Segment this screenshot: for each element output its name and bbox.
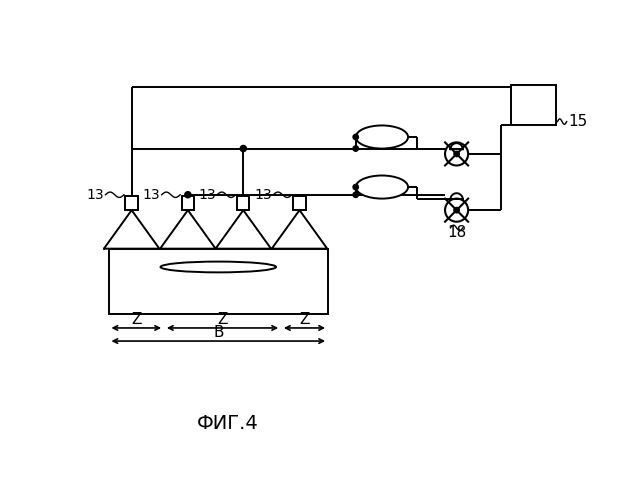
Text: ФИГ.4: ФИГ.4: [197, 414, 259, 433]
Text: Z: Z: [218, 312, 228, 327]
Circle shape: [445, 142, 468, 166]
Text: 13: 13: [254, 188, 272, 202]
Bar: [237, 196, 250, 210]
Polygon shape: [160, 210, 216, 248]
Text: 13: 13: [143, 188, 160, 202]
Text: 13: 13: [86, 188, 104, 202]
Ellipse shape: [356, 126, 408, 148]
Circle shape: [353, 134, 358, 140]
Circle shape: [445, 198, 468, 222]
Circle shape: [353, 146, 358, 151]
Polygon shape: [104, 210, 159, 248]
Circle shape: [454, 208, 460, 213]
Bar: [182, 196, 194, 210]
Polygon shape: [272, 210, 327, 248]
Text: 13: 13: [198, 188, 216, 202]
Ellipse shape: [356, 176, 408, 199]
Text: Z: Z: [300, 312, 310, 327]
Circle shape: [353, 184, 358, 190]
Bar: [511, 86, 556, 126]
Text: 15: 15: [568, 114, 588, 129]
Text: Z: Z: [131, 312, 141, 327]
Bar: [125, 196, 138, 210]
Text: B: B: [213, 325, 223, 340]
Bar: [109, 248, 328, 314]
Ellipse shape: [161, 262, 276, 272]
Polygon shape: [216, 210, 271, 248]
Circle shape: [185, 192, 191, 198]
Circle shape: [240, 146, 246, 152]
Bar: [293, 196, 306, 210]
Circle shape: [353, 192, 358, 198]
Text: 18: 18: [447, 225, 466, 240]
Circle shape: [454, 151, 460, 156]
